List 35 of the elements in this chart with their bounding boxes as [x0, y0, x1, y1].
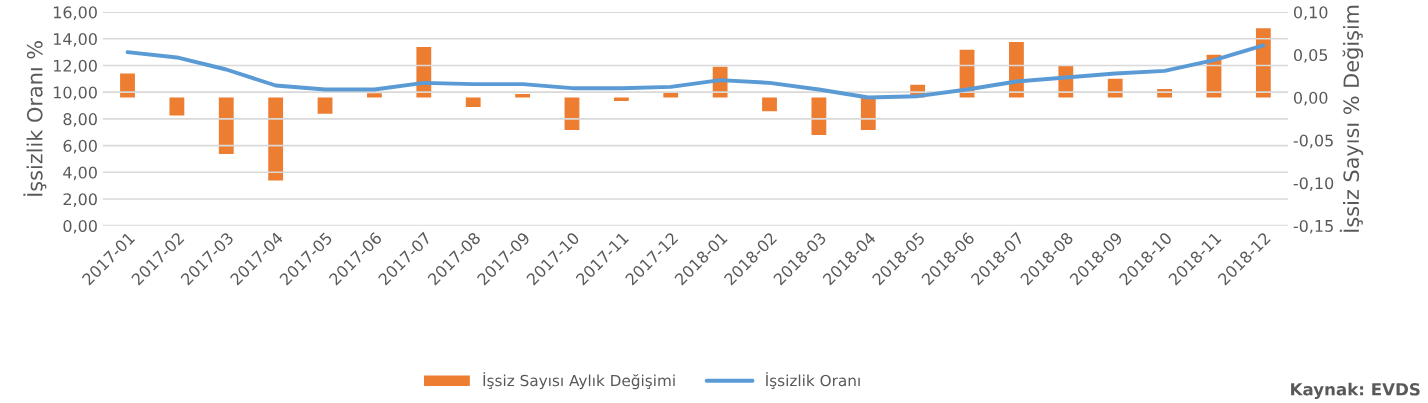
y-tick-label: 8,00	[63, 113, 97, 127]
bar	[811, 97, 827, 136]
bar	[1255, 28, 1271, 98]
y2-tick-label: -0,05	[1293, 134, 1333, 149]
line-series	[125, 43, 1266, 100]
y-tick-label: 12,00	[53, 59, 97, 74]
bar	[268, 97, 284, 181]
bar	[317, 97, 333, 114]
legend-label: İşsiz Sayısı Aylık Değişimi	[483, 372, 675, 390]
y-tick-label: 2,00	[63, 193, 97, 207]
y-tick-label: 6,00	[63, 139, 97, 154]
text: Kaynak: EVDS	[1291, 382, 1420, 399]
y2-axis-title: İşsiz Sayısı % Değişim	[1339, 5, 1364, 232]
y2-tick-label: 0,05	[1293, 49, 1328, 63]
y-tick-label: 4,00	[63, 166, 97, 181]
y-tick-label: 16,00	[53, 6, 97, 21]
bar	[762, 97, 777, 112]
bar	[860, 97, 876, 130]
y2-tick-label: 0,10	[1293, 6, 1328, 21]
bar	[663, 92, 679, 98]
bar	[218, 97, 234, 154]
y-tick-label: 10,00	[53, 86, 97, 101]
y-tick-label: 14,00	[53, 33, 97, 47]
y2-tick-label: 0,00	[1293, 91, 1328, 106]
bar	[120, 73, 135, 98]
y2-tick-label: -0,10	[1293, 177, 1334, 191]
bar	[465, 97, 481, 107]
bar	[367, 93, 382, 98]
legend-label: İşsizlik Oranı	[766, 372, 860, 390]
y2-tick-label: -0,15	[1293, 219, 1333, 234]
y-axis-title: İşsizlik Oranı %	[23, 41, 47, 196]
y-tick-label: 0,00	[63, 219, 97, 234]
bar	[515, 94, 530, 98]
bar	[1107, 78, 1123, 98]
bar	[169, 97, 185, 116]
